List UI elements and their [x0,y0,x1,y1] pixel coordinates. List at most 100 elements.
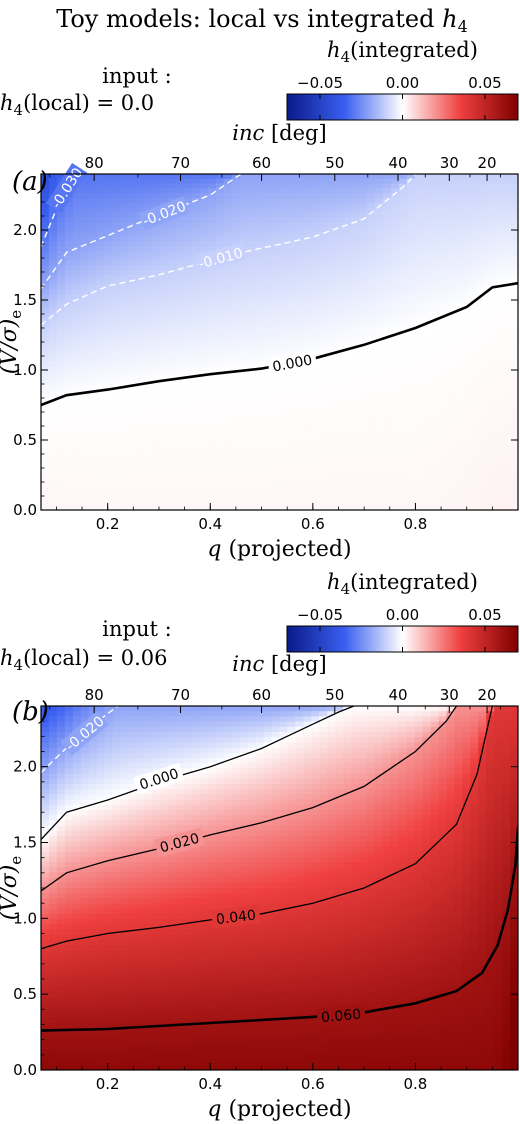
heatmap-cell [96,997,106,1003]
heatmap-cell [239,270,249,276]
heatmap-cell [327,318,336,324]
heatmap-cell [398,308,408,314]
heatmap-cell [406,442,416,449]
heatmap-cell [64,893,74,899]
heatmap-cell [438,409,448,415]
heatmap-cell [104,313,114,319]
heatmap-cell [56,976,66,983]
heatmap-cell [239,303,249,309]
heatmap-cell [41,390,50,396]
heatmap-cell [239,236,249,242]
heatmap-cell [64,768,74,775]
heatmap-cell [366,294,376,300]
heatmap-cell [200,356,209,362]
heatmap-cell [502,250,511,257]
heatmap-cell [390,471,400,477]
heatmap-cell [247,380,257,386]
heatmap-cell [80,898,90,905]
heatmap-cell [303,486,312,492]
heatmap-cell [470,442,479,449]
heatmap-cell [351,212,360,218]
heatmap-cell [176,380,185,386]
heatmap-cell [152,481,161,487]
heatmap-cell [80,752,90,759]
heatmap-cell [184,270,193,276]
heatmap-cell [96,898,106,905]
heatmap-cell [366,178,376,185]
heatmap-cell [343,361,352,367]
heatmap-cell [152,375,161,381]
heatmap-cell [502,289,511,295]
heatmap-cell [104,1044,114,1050]
heatmap-cell [255,438,265,444]
heatmap-cell [510,418,518,425]
heatmap-cell [104,1054,114,1061]
heatmap-cell [72,903,82,910]
heatmap-cell [80,255,90,261]
heatmap-cell [120,490,130,497]
heatmap-cell [128,322,137,329]
heatmap-cell [494,414,503,420]
heatmap-cell [120,500,130,506]
heatmap-cell [152,447,161,453]
heatmap-cell [255,294,265,300]
heatmap-cell [494,356,503,362]
heatmap-cell [263,428,273,434]
heatmap-cell [311,198,320,204]
heatmap-cell [390,500,400,506]
heatmap-cell [502,505,511,510]
heatmap-cell [327,313,336,319]
heatmap-cell [231,279,241,285]
heatmap-cell [351,380,360,386]
heatmap-cell [382,447,392,453]
heatmap-cell [327,457,336,463]
heatmap-cell [454,226,463,233]
heatmap-cell [454,409,463,415]
heatmap-cell [303,303,312,309]
heatmap-cell [200,308,209,314]
heatmap-cell [215,500,225,506]
heatmap-cell [80,799,90,806]
heatmap-cell [80,945,90,951]
heatmap-cell [184,466,193,473]
heatmap-cell [406,298,416,305]
heatmap-cell [382,452,392,458]
heatmap-cell [382,318,392,324]
heatmap-cell [72,193,82,199]
heatmap-cell [41,394,50,401]
heatmap-cell [390,366,400,372]
heatmap-cell [72,212,82,218]
heatmap-cell [41,207,50,213]
heatmap-cell [96,1038,106,1045]
heatmap-cell [88,361,98,367]
heatmap-cell [502,433,511,439]
heatmap-cell [351,284,360,290]
heatmap-cell [247,236,257,242]
heatmap-cell [41,423,50,429]
heatmap-cell [88,986,98,993]
heatmap-cell [287,404,296,410]
heatmap-cell [88,466,98,473]
heatmap-cell [239,207,249,213]
heatmap-cell [168,279,177,285]
heatmap-cell [41,255,50,261]
heatmap-cell [382,404,392,410]
heatmap-cell [239,346,249,353]
heatmap-cell [207,409,217,415]
heatmap-cell [80,1023,90,1029]
heatmap-cell [255,279,265,285]
heatmap-cell [510,423,518,429]
heatmap-cell [192,418,201,425]
heatmap-cell [192,246,201,252]
heatmap-cell [311,313,320,319]
heatmap-cell [144,284,153,290]
heatmap-cell [446,342,455,348]
heatmap-cell [56,851,66,858]
heatmap-cell [462,495,471,501]
heatmap-cell [366,198,376,204]
heatmap-cell [510,274,518,281]
heatmap-cell [335,342,344,348]
heatmap-cell [56,313,66,319]
heatmap-cell [406,385,416,391]
heatmap-cell [223,318,233,324]
